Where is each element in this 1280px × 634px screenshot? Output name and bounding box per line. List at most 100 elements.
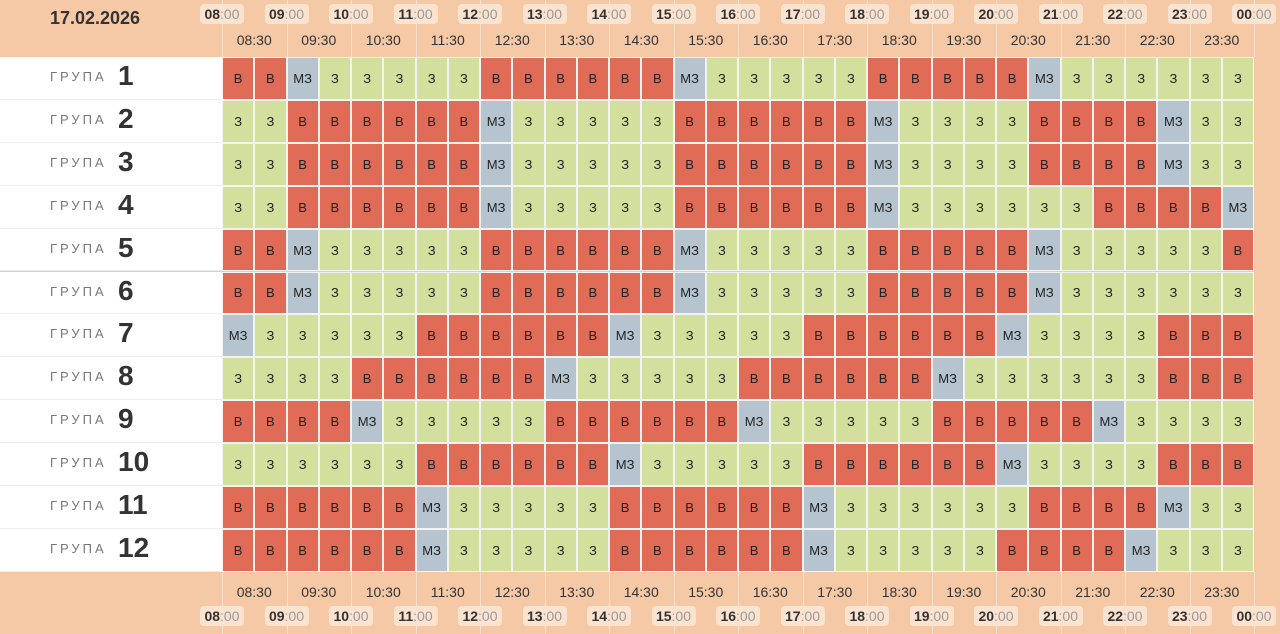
cell: З	[544, 99, 577, 143]
cell: В	[931, 57, 964, 100]
cell: В	[480, 357, 513, 401]
cell: З	[383, 443, 416, 486]
cell: В	[673, 142, 706, 186]
cell: В	[705, 486, 738, 529]
cell: В	[770, 528, 803, 572]
cell: З	[544, 142, 577, 186]
cell: В	[802, 357, 835, 401]
cell: З	[963, 99, 996, 143]
cell: МЗ	[609, 314, 642, 358]
cell: В	[1028, 528, 1061, 572]
hour: 16	[720, 6, 737, 22]
cell: З	[447, 228, 480, 272]
cell: В	[673, 528, 706, 572]
cell: В	[544, 400, 577, 444]
cell: В	[1221, 314, 1254, 358]
cell: З	[996, 486, 1029, 529]
cell: В	[899, 314, 932, 358]
cell: З	[512, 486, 545, 529]
half-hour-label: 13:30	[559, 32, 595, 48]
cell: В	[705, 142, 738, 186]
hour: 18	[849, 6, 866, 22]
half-hour-label: 20:30	[1010, 583, 1046, 600]
cell: З	[641, 314, 674, 358]
cell: З	[383, 314, 416, 358]
cell: З	[996, 142, 1029, 186]
hour-divider	[286, 571, 288, 634]
cell: З	[318, 443, 351, 486]
hour: 13	[526, 608, 543, 624]
cell: З	[641, 185, 674, 229]
cell: В	[415, 99, 448, 143]
cell: В	[351, 528, 384, 572]
cell: З	[899, 99, 932, 143]
cell: З	[963, 142, 996, 186]
group-number: 6	[118, 274, 134, 306]
cell: З	[1060, 185, 1093, 229]
hour-label: 23:00	[1167, 606, 1212, 626]
cell: В	[254, 57, 287, 100]
group-header: ГРУПА 1	[0, 57, 222, 100]
cell: З	[641, 357, 674, 401]
cell: З	[544, 486, 577, 529]
cell: З	[1221, 400, 1254, 444]
minutes: :00	[1058, 608, 1079, 624]
cell: З	[447, 486, 480, 529]
half-hour-label: 20:30	[1010, 32, 1046, 48]
cell: МЗ	[1125, 528, 1158, 572]
hour: 15	[655, 6, 672, 22]
hour-divider	[222, 0, 223, 57]
group-header: ГРУПА 3	[0, 142, 222, 186]
group-number: 5	[118, 231, 134, 263]
hour: 22	[1107, 608, 1124, 624]
minutes: :00	[1058, 6, 1079, 22]
cell: В	[480, 228, 513, 272]
cell: В	[415, 142, 448, 186]
hour-divider	[1125, 0, 1126, 57]
hour: 14	[591, 608, 608, 624]
cell: В	[480, 271, 513, 315]
cell: В	[834, 185, 867, 229]
half-hour-label: 19:30	[946, 583, 982, 600]
cell: З	[1189, 99, 1222, 143]
cell: В	[834, 99, 867, 143]
cell: З	[1060, 228, 1093, 272]
cell: В	[254, 400, 287, 444]
hour: 21	[1042, 608, 1059, 624]
cell: З	[447, 528, 480, 572]
cell: МЗ	[609, 443, 642, 486]
half-hour-label: 10:30	[365, 583, 401, 600]
cell: З	[351, 271, 384, 315]
cell: МЗ	[544, 357, 577, 401]
hour: 23	[1171, 6, 1188, 22]
cell: В	[738, 99, 771, 143]
cell: З	[512, 528, 545, 572]
half-hour-label: 10:30	[365, 32, 401, 48]
cell: З	[1125, 400, 1158, 444]
cell: В	[286, 142, 319, 186]
cell: З	[254, 185, 287, 229]
minutes: :00	[1123, 6, 1143, 22]
hour-divider	[1254, 0, 1255, 57]
hour-divider	[996, 571, 997, 634]
group-number: 11	[118, 489, 148, 520]
hour-label: 10:00	[329, 606, 373, 626]
hour-divider	[738, 0, 739, 57]
hour-divider	[1254, 571, 1255, 634]
cell: В	[931, 400, 964, 444]
half-hour-label: 19:30	[946, 32, 982, 48]
group-number: 1	[118, 60, 134, 91]
cell: В	[254, 486, 287, 529]
half-hour-label: 17:30	[817, 583, 853, 600]
cell: З	[705, 357, 738, 401]
cell: З	[1060, 314, 1093, 358]
group-label: ГРУПА	[50, 69, 107, 84]
cell: З	[544, 185, 577, 229]
cell: МЗ	[673, 228, 706, 272]
group-number: 3	[118, 145, 134, 177]
minutes: :00	[671, 6, 692, 22]
cell: З	[222, 443, 255, 486]
cell: З	[254, 357, 287, 401]
minutes: :00	[994, 608, 1014, 624]
cell: В	[1028, 486, 1061, 529]
